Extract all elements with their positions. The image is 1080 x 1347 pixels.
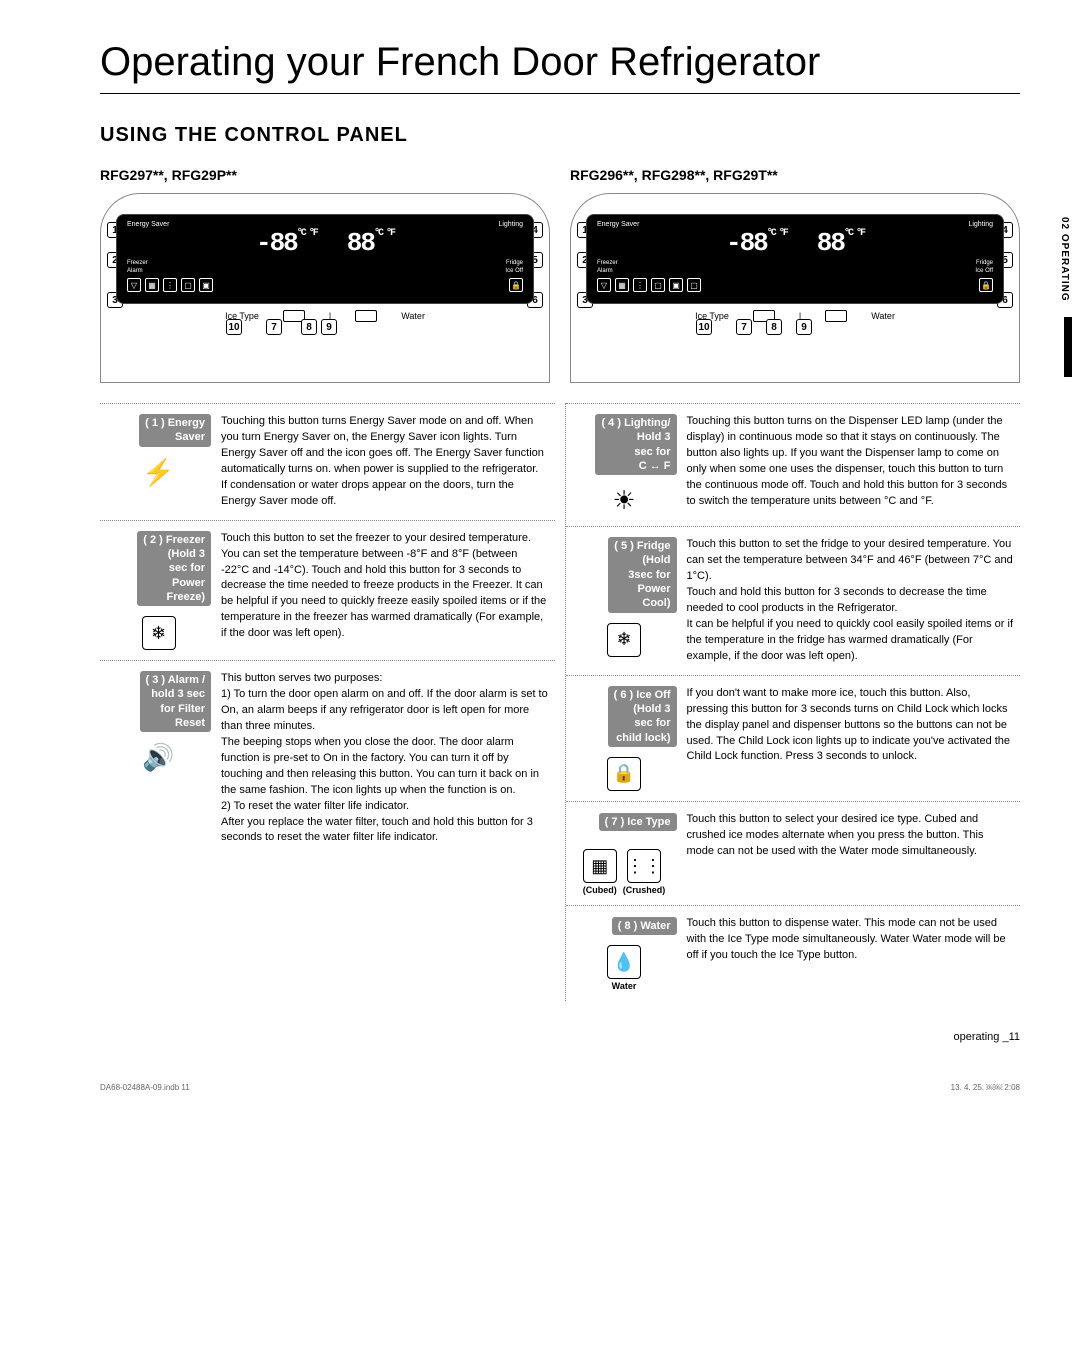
energy-saver-label-r: Energy Saver [597,221,639,228]
feature-item: ( 5 ) Fridge(Hold3sec forPowerCool) ❄ To… [566,526,1021,675]
feature-item: ( 8 ) Water 💧Water Touch this button to … [566,905,1021,1001]
side-bar [1064,317,1072,377]
feature-icon: 🔒 [607,757,641,791]
iceoff2-icon-r: ▢ [687,278,701,292]
fridge-temp: 88°C °F [347,228,394,258]
alarm-label-r: Alarm [597,268,613,274]
freezer-temp-r: -88°C °F [726,228,787,258]
section-heading: USING THE CONTROL PANEL [100,124,1020,147]
feature-badge: ( 4 ) Lighting/Hold 3sec forC ↔ F [595,414,676,475]
feature-description: If you don't want to make more ice, touc… [687,686,1015,791]
panel-left-diagram: 1 2 3 4 5 6 7 8 9 10 Energy Saver Lighti… [100,193,550,383]
freezer-temp: -88°C °F [256,228,317,258]
panel-right: RFG296**, RFG298**, RFG29T** 1 2 3 4 5 6… [570,167,1020,383]
freezer-btn-label-r: Freezer [597,260,618,266]
water-icon: ▢ [181,278,195,292]
feature-item: ( 4 ) Lighting/Hold 3sec forC ↔ F ☀ Touc… [566,403,1021,526]
freezer-btn-label: Freezer [127,260,148,266]
cubed-icon-r: ▦ [615,278,629,292]
callout-10r: 10 [696,319,712,335]
lock-icon: 🔒 [509,278,523,292]
cubed-icon: ▦ [145,278,159,292]
lock-icon-r: 🔒 [979,278,993,292]
cubed-ice-icon: ▦ [583,849,617,883]
panel-left-heading: RFG297**, RFG29P** [100,167,550,183]
panel-right-heading: RFG296**, RFG298**, RFG29T** [570,167,1020,183]
ice-off-label-r: Ice Off [975,268,993,274]
feature-badge: ( 6 ) Ice Off(Hold 3sec forchild lock) [608,686,677,747]
feature-badge: ( 2 ) Freezer(Hold 3sec forPowerFreeze) [137,531,211,606]
feature-icon: ❄ [607,623,641,657]
side-tab: 02 OPERATING [1059,217,1070,302]
ice-off-label: Ice Off [505,268,523,274]
panel-right-diagram: 1 2 3 4 5 6 7 8 9 10 Energy Saver Lighti… [570,193,1020,383]
alarm-label: Alarm [127,268,143,274]
panel-below-labels-r: Ice Type | Water [586,310,1004,322]
feature-badge: ( 7 ) Ice Type [599,813,677,831]
page-footer-bottom: DA68-02488A-09.indb 11 13. 4. 25. ￼￼ 2:0… [100,1083,1020,1092]
feature-description: This button serves two purposes:1) To tu… [221,671,549,846]
feature-table: ( 1 ) EnergySaver ⚡ Touching this button… [100,403,1020,1001]
page-footer-right: operating _11 [100,1031,1020,1043]
display-screen: Energy Saver Lighting -88°C °F 88°C °F F… [116,214,534,304]
feature-item: ( 3 ) Alarm /hold 3 secfor FilterReset 🔊… [100,660,555,856]
feature-icon: ❄ [142,616,176,650]
crushed-icon: ⋮ [163,278,177,292]
energy-saver-label: Energy Saver [127,221,169,228]
page-title: Operating your French Door Refrigerator [100,40,1020,94]
iceoff-icon-r: ▣ [669,278,683,292]
callout-8: 8 [301,319,317,335]
callout-10: 10 [226,319,242,335]
panel-left: RFG297**, RFG29P** 1 2 3 4 5 6 7 8 9 10 … [100,167,550,383]
feature-description: Touch this button to select your desired… [687,812,1015,895]
feature-icon: ⚡ [106,457,211,488]
feature-badge: ( 8 ) Water [612,917,677,935]
fridge-btn-label-r: Fridge [976,260,993,266]
feature-description: Touching this button turns on the Dispen… [687,414,1015,516]
footer-date: 13. 4. 25. ￼￼ 2:08 [951,1083,1020,1092]
feature-description: Touch this button to set the fridge to y… [687,537,1015,665]
feature-description: Touch this button to set the freezer to … [221,531,549,650]
fridge-temp-r: 88°C °F [817,228,864,258]
control-panels: 02 OPERATING RFG297**, RFG29P** 1 2 3 4 … [100,167,1020,383]
feature-item: ( 6 ) Ice Off(Hold 3sec forchild lock) 🔒… [566,675,1021,801]
feature-badge: ( 5 ) Fridge(Hold3sec forPowerCool) [608,537,676,612]
callout-7r: 7 [736,319,752,335]
water-icon-r: ▢ [651,278,665,292]
feature-description: Touch this button to dispense water. Thi… [687,916,1015,991]
feature-col-left: ( 1 ) EnergySaver ⚡ Touching this button… [100,403,555,1001]
callout-8r: 8 [766,319,782,335]
feature-icon: ☀ [572,485,677,516]
footer-file: DA68-02488A-09.indb 11 [100,1083,190,1092]
feature-icon: 🔊 [106,742,211,773]
feature-item: ( 7 ) Ice Type ▦(Cubed) ⋮⋮(Crushed) Touc… [566,801,1021,905]
filter-icon: ▽ [127,278,141,292]
callout-9: 9 [321,319,337,335]
crushed-icon-r: ⋮ [633,278,647,292]
feature-col-right: ( 4 ) Lighting/Hold 3sec forC ↔ F ☀ Touc… [565,403,1021,1001]
callout-9r: 9 [796,319,812,335]
lighting-label: Lighting [498,221,523,228]
feature-description: Touching this button turns Energy Saver … [221,414,549,510]
feature-item: ( 2 ) Freezer(Hold 3sec forPowerFreeze) … [100,520,555,660]
filter-icon-r: ▽ [597,278,611,292]
feature-icon: 💧 [607,945,641,979]
callout-7: 7 [266,319,282,335]
lighting-label-r: Lighting [968,221,993,228]
fridge-btn-label: Fridge [506,260,523,266]
crushed-ice-icon: ⋮⋮ [627,849,661,883]
iceoff-icon: ▣ [199,278,213,292]
feature-item: ( 1 ) EnergySaver ⚡ Touching this button… [100,403,555,520]
display-screen-r: Energy Saver Lighting -88°C °F 88°C °F F… [586,214,1004,304]
feature-badge: ( 3 ) Alarm /hold 3 secfor FilterReset [140,671,212,732]
feature-badge: ( 1 ) EnergySaver [139,414,211,447]
